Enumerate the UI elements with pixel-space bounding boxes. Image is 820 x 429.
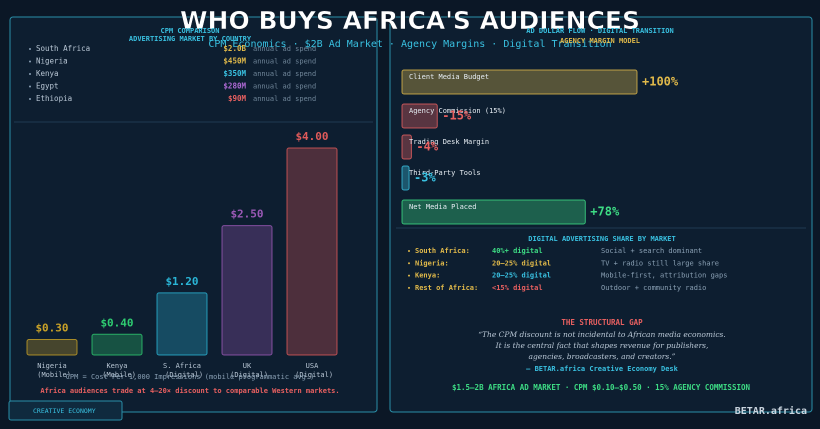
amount: $2.0B	[223, 44, 246, 53]
bar-label: Client Media Budget	[409, 73, 489, 81]
panel-heading: AGENCY MARGIN MODEL	[560, 37, 640, 45]
bar-label: Net Media Placed	[409, 203, 476, 211]
bullet	[29, 98, 31, 100]
footnote: CPM = Cost Per 1,000 Impressions (mobile…	[66, 373, 315, 381]
title: WHO BUYS AFRICA'S AUDIENCES	[180, 6, 640, 35]
share: <15% digital	[492, 284, 543, 292]
share-note: Social + search dominant	[601, 247, 702, 255]
amount-note: annual ad spend	[253, 83, 316, 91]
value-label: -15%	[442, 109, 472, 123]
bar-label: Third-Party Tools	[409, 169, 481, 177]
badge	[8, 400, 123, 421]
bullet	[408, 274, 410, 277]
bar	[401, 165, 410, 191]
share-note: Mobile-first, attribution gaps	[601, 272, 727, 280]
brand: BETAR.africa	[735, 405, 807, 417]
bar	[401, 134, 412, 160]
share: 40%+ digital	[492, 247, 543, 255]
value-label: $0.30	[35, 321, 68, 334]
x-tick-label: USA (Digital)	[291, 362, 333, 379]
bullet	[29, 48, 31, 50]
share: 20–25% digital	[492, 259, 551, 267]
quote: “The CPM discount is not incidental to A…	[478, 330, 726, 339]
bullet	[408, 286, 410, 289]
attribution: — BETAR.africa Creative Economy Desk	[526, 365, 679, 373]
left-panel	[9, 16, 378, 413]
x-tick-label: UK (Digital)	[226, 362, 268, 379]
footer: $1.5–2B AFRICA AD MARKET · CPM $0.10–$0.…	[452, 383, 750, 392]
bar	[221, 225, 273, 356]
value-label: +78%	[590, 205, 620, 219]
country: South Africa	[36, 44, 90, 53]
amount-note: annual ad spend	[253, 95, 316, 103]
x-tick-label: Nigeria (Mobile)	[33, 362, 71, 379]
bar	[26, 338, 78, 356]
value-label: $1.20	[165, 275, 198, 288]
subtitle: CPM Economics · $2B Ad Market · Agency M…	[208, 39, 611, 50]
bar	[156, 292, 208, 356]
panel-heading: CPM COMPARISON	[160, 27, 219, 35]
share-note: TV + radio still large share	[601, 259, 719, 267]
share: 20–25% digital	[492, 272, 551, 280]
amount-note: annual ad spend	[253, 70, 316, 78]
section-heading: DIGITAL ADVERTISING SHARE BY MARKET	[528, 235, 676, 243]
value-label: $0.40	[100, 316, 133, 329]
amount: $350M	[223, 69, 246, 78]
badge-text: CREATIVE ECONOMY	[33, 407, 96, 415]
bar-label: Trading Desk Margin	[409, 138, 489, 146]
country: Egypt	[36, 82, 59, 91]
bar	[401, 199, 586, 225]
market: South Africa:	[415, 247, 470, 255]
quote: It is the central fact that shapes reven…	[495, 341, 709, 350]
right-panel	[389, 16, 813, 413]
bullet	[29, 73, 31, 75]
bar-label: Agency Commission (15%)	[409, 107, 506, 115]
share-note: Outdoor + community radio	[601, 284, 706, 292]
value-label: +100%	[642, 75, 679, 89]
country: Ethiopia	[36, 94, 72, 103]
section-heading: THE STRUCTURAL GAP	[561, 318, 643, 327]
quote: agencies, broadcasters, and creators.”	[529, 352, 676, 361]
bullet	[29, 85, 31, 88]
bar	[401, 103, 438, 129]
market: Nigeria:	[415, 259, 449, 267]
bar	[286, 147, 338, 356]
x-tick-label: Kenya (Mobile)	[98, 362, 136, 379]
bar	[91, 333, 143, 356]
warning: Africa audiences trade at 4–20× discount…	[40, 387, 339, 395]
value-label: -4%	[416, 140, 438, 154]
amount-note: annual ad spend	[253, 45, 316, 53]
x-tick-label: S. Africa (Digital)	[161, 362, 203, 379]
amount: $90M	[228, 94, 247, 103]
country: Nigeria	[36, 57, 68, 66]
bullet	[29, 60, 31, 63]
bar	[401, 69, 638, 95]
amount: $280M	[223, 82, 246, 91]
country: Kenya	[36, 69, 59, 78]
value-label: $2.50	[230, 208, 263, 221]
bullet	[408, 262, 410, 265]
value-label: -3%	[414, 171, 436, 185]
market: Kenya:	[415, 272, 440, 280]
panel-heading: ADVERTISING MARKET BY COUNTRY	[129, 35, 252, 43]
market: Rest of Africa:	[415, 284, 478, 292]
bullet	[408, 250, 410, 252]
value-label: $4.00	[295, 130, 328, 143]
panel-heading: AD DOLLAR FLOW · DIGITAL TRANSITION	[526, 27, 674, 35]
amount: $450M	[223, 57, 246, 66]
amount-note: annual ad spend	[253, 58, 316, 66]
